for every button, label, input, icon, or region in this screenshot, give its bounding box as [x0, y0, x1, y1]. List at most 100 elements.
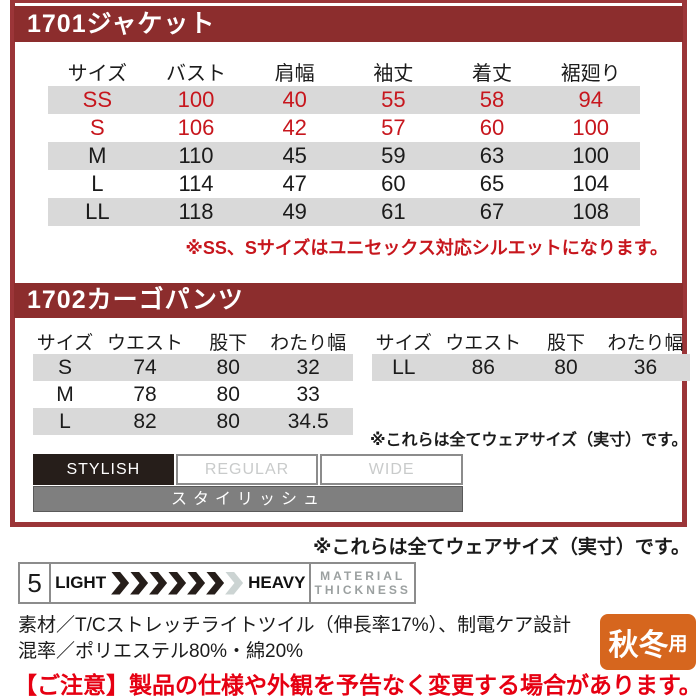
chevron-icon [130, 571, 149, 595]
fit-option-wide: WIDE [320, 454, 464, 485]
table-value: 59 [381, 143, 406, 168]
table-value: 114 [178, 171, 214, 196]
table-value: 74 [133, 355, 157, 379]
chevron-icon [168, 571, 187, 595]
size-label: L [91, 171, 104, 196]
column-header-waist: ウエスト [445, 332, 522, 354]
thickness-title-line1: MATERIAL [320, 569, 406, 583]
column-header-size: サイズ [36, 332, 94, 354]
size-label: LL [85, 199, 110, 224]
size-label: S [57, 355, 72, 379]
season-badge-sub: 用 [668, 633, 688, 655]
table-value: 118 [178, 199, 214, 224]
jacket-row-ss: SS 100 40 55 58 94 [48, 86, 640, 114]
size-label: S [89, 115, 105, 140]
pants-table-header-row: サイズ ウエスト 股下 わたり幅 [33, 328, 353, 354]
jacket-row-l: L 114 47 60 65 104 [48, 170, 640, 198]
thickness-title: MATERIAL THICKNESS [311, 564, 414, 602]
silhouette-selector: STYLISH REGULAR WIDE [33, 454, 464, 485]
table-value: 32 [296, 355, 320, 379]
column-header-thigh: わたり幅 [607, 332, 684, 354]
pants-row-ll: LL 86 80 36 [372, 354, 690, 381]
chevron-icon [187, 571, 206, 595]
table-value: 36 [633, 355, 658, 379]
jacket-section-title: 1701ジャケット [27, 10, 216, 38]
pants-wear-size-note: ※これらは全てウェアサイズ（実寸）です。 [370, 432, 688, 449]
column-header-hem: 裾廻り [560, 62, 621, 85]
chevron-icon [206, 571, 225, 595]
material-line1: 素材／T/Cストレッチライトツイル（伸長率17%）、制電ケア設計 [18, 615, 572, 636]
chevron-icon [111, 571, 130, 595]
pants-section-header: 1702カーゴパンツ [14, 283, 683, 318]
thickness-light-label: LIGHT [55, 573, 107, 592]
column-header-sleeve: 袖丈 [373, 62, 414, 85]
column-header-inseam: 股下 [209, 332, 248, 354]
table-value: 63 [479, 143, 505, 168]
table-value: 80 [216, 409, 240, 433]
jacket-unisex-note: ※SS、Sサイズはユニセックス対応シルエットになります。 [185, 238, 668, 258]
table-value: 55 [381, 87, 406, 112]
jacket-section-header: 1701ジャケット [14, 6, 683, 42]
table-value: 61 [381, 199, 406, 224]
jacket-size-table: サイズ バスト 肩幅 袖丈 着丈 裾廻り SS 100 40 55 58 94 … [48, 56, 640, 226]
table-value: 65 [479, 171, 505, 196]
chevron-icon [225, 571, 244, 595]
thickness-rating: 5 [20, 564, 52, 602]
jacket-row-ll: LL 118 49 61 67 108 [48, 198, 640, 226]
season-badge-main: 秋冬 [608, 629, 669, 662]
thickness-heavy-label: HEAVY [248, 573, 306, 592]
table-value: 34.5 [287, 409, 329, 433]
pants-size-table-left: サイズ ウエスト 股下 わたり幅 S 74 80 32 M 78 80 33 L… [33, 328, 353, 435]
table-value: 57 [381, 115, 406, 140]
table-value: 45 [282, 143, 307, 168]
caution-notice: 【ご注意】製品の仕様や外観を予告なく変更する場合があります。 [14, 672, 700, 698]
material-thickness-meter: 5 LIGHT HEAVY MATERIAL THICKNESS [18, 562, 416, 604]
column-header-inseam: 股下 [546, 332, 585, 354]
material-line2: 混率／ポリエステル80%・綿20% [18, 641, 304, 662]
pants-size-table-right: サイズ ウエスト 股下 わたり幅 LL 86 80 36 [372, 328, 690, 381]
fit-option-label: STYLISH [66, 460, 141, 478]
jacket-row-m: M 110 45 59 63 100 [48, 142, 640, 170]
table-value: 104 [572, 171, 610, 196]
table-value: 110 [178, 143, 214, 168]
jacket-row-s: S 106 42 57 60 100 [48, 114, 640, 142]
size-label: L [59, 409, 71, 433]
fit-option-regular: REGULAR [175, 454, 319, 485]
thickness-title-line2: THICKNESS [314, 583, 411, 597]
fit-option-label: WIDE [368, 460, 415, 478]
table-value: 108 [572, 199, 610, 224]
table-value: 80 [216, 355, 240, 379]
table-value: 80 [216, 382, 240, 406]
thickness-chevrons [111, 571, 244, 595]
chevron-icon [149, 571, 168, 595]
table-value: 47 [282, 171, 307, 196]
pants-row-m: M 78 80 33 [33, 381, 353, 408]
size-label: LL [392, 355, 416, 379]
column-header-length: 着丈 [472, 62, 513, 85]
column-header-waist: ウエスト [106, 332, 183, 354]
table-value: 82 [133, 409, 157, 433]
table-value: 33 [296, 382, 320, 406]
size-label: M [56, 382, 74, 406]
column-header-bust: バスト [166, 62, 226, 85]
column-header-shoulder: 肩幅 [274, 62, 315, 85]
table-value: 100 [572, 143, 610, 168]
table-value: 60 [479, 115, 505, 140]
column-header-size: サイズ [67, 62, 128, 85]
season-badge: 秋冬 用 [600, 614, 696, 670]
material-description: 素材／T/Cストレッチライトツイル（伸長率17%）、制電ケア設計 混率／ポリエス… [18, 613, 571, 665]
fit-option-label: REGULAR [204, 460, 290, 478]
thickness-scale: LIGHT HEAVY [51, 564, 312, 602]
column-header-thigh: わたり幅 [270, 332, 347, 354]
table-value: 58 [479, 87, 505, 112]
table-value: 80 [554, 355, 578, 379]
fit-option-stylish: STYLISH [33, 454, 174, 485]
table-value: 42 [282, 115, 307, 140]
pants-table-header-row: サイズ ウエスト 股下 わたり幅 [372, 328, 690, 354]
table-value: 94 [578, 87, 603, 112]
table-value: 67 [479, 199, 505, 224]
column-header-size: サイズ [375, 332, 433, 354]
pants-row-l: L 82 80 34.5 [33, 408, 353, 435]
table-value: 60 [381, 171, 406, 196]
